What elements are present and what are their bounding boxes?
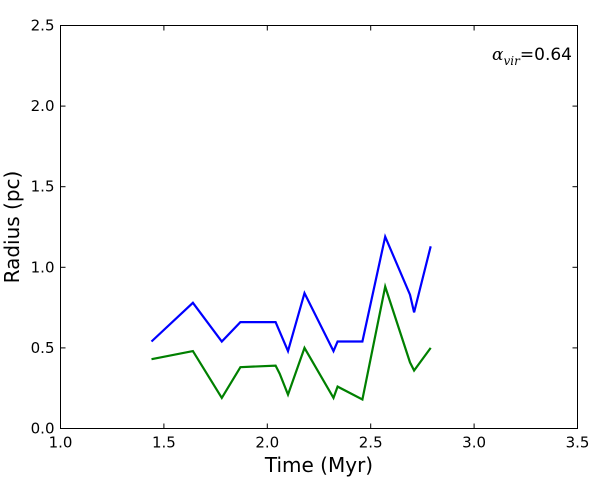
y-axis-title: Radius (pc) bbox=[0, 171, 24, 284]
series-line-2 bbox=[151, 282, 432, 402]
y-tick-label: 0.0 bbox=[31, 420, 55, 438]
x-tick-label: 2.0 bbox=[255, 434, 279, 452]
virial-annotation: αvir=0.64 bbox=[492, 45, 572, 68]
ticks-layer bbox=[60, 25, 578, 429]
series-line-1 bbox=[150, 233, 432, 355]
x-tick-label: 3.0 bbox=[462, 434, 486, 452]
y-tick-label: 2.0 bbox=[31, 97, 55, 115]
labels-layer: 1.0 1.5 2.0 2.5 3.0 3.5 0.0 0.5 1.0 1.5 2.0 2.5 bbox=[31, 17, 590, 452]
y-tick-label: 2.5 bbox=[31, 17, 55, 35]
series-layer bbox=[150, 233, 432, 402]
x-axis-title: Time (Myr) bbox=[264, 453, 373, 477]
annotation-subscript: vir bbox=[504, 54, 522, 68]
annotation-value: =0.64 bbox=[520, 45, 572, 65]
annotation-symbol: α bbox=[492, 45, 504, 65]
y-tick-label: 1.0 bbox=[31, 258, 55, 276]
x-tick-label: 1.0 bbox=[49, 434, 73, 452]
y-tick-label: 1.5 bbox=[31, 178, 55, 196]
x-tick-label: 3.5 bbox=[566, 434, 590, 452]
x-tick-label: 1.5 bbox=[152, 434, 176, 452]
plot-frame bbox=[60, 25, 578, 429]
y-tick-label: 0.5 bbox=[31, 339, 55, 357]
x-tick-label: 2.5 bbox=[359, 434, 383, 452]
